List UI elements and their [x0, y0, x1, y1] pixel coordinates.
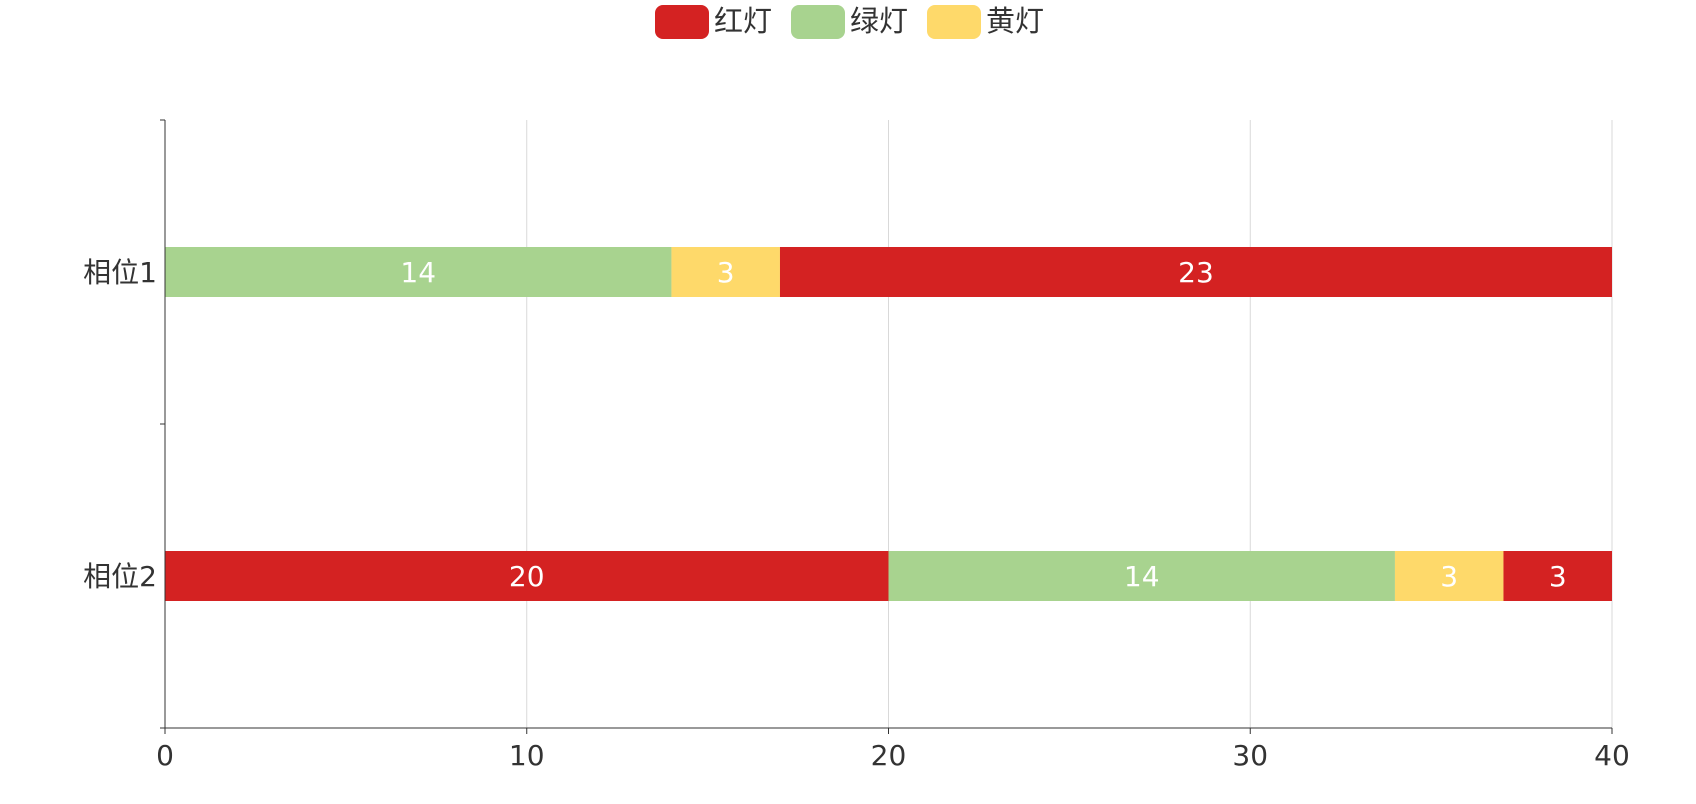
x-tick-label-0: 0 [156, 739, 174, 772]
data-label-2-3: 3 [1440, 560, 1458, 593]
x-tick-label-20: 20 [871, 739, 907, 772]
bar-segment-2-1[interactable] [165, 551, 889, 601]
bars: 14 3 23 20 14 3 3 [165, 247, 1612, 601]
legend-label-3[interactable]: 黄灯 [986, 4, 1044, 38]
bar-segment-1-2[interactable] [671, 247, 780, 297]
legend-label-1[interactable]: 红灯 [714, 4, 772, 38]
x-tick-label-40: 40 [1594, 739, 1630, 772]
bar-segment-2-4[interactable] [1503, 551, 1612, 601]
bar-segment-2-3[interactable] [1394, 551, 1504, 601]
x-tick-label-10: 10 [509, 739, 545, 772]
axes: 相位1 相位2 0 10 20 30 40 [83, 119, 1630, 772]
data-label-2-2: 14 [1124, 560, 1160, 593]
data-label-1-1: 14 [400, 256, 436, 289]
category-label-1: 相位1 [83, 256, 157, 289]
bar-segment-2-2[interactable] [888, 551, 1395, 601]
x-tick-label-30: 30 [1232, 739, 1268, 772]
data-label-2-4: 3 [1549, 560, 1567, 593]
data-label-2-1: 20 [509, 560, 545, 593]
legend-swatch-3[interactable] [927, 5, 981, 39]
data-label-1-2: 3 [717, 256, 735, 289]
legend: 红灯 绿灯 黄灯 [655, 4, 1044, 39]
legend-swatch-1[interactable] [655, 5, 709, 39]
grid-lines [526, 120, 1613, 728]
legend-label-2[interactable]: 绿灯 [850, 4, 908, 38]
bar-segment-1-3[interactable] [779, 247, 1612, 297]
legend-swatch-2[interactable] [791, 5, 845, 39]
category-label-2: 相位2 [83, 560, 157, 593]
data-label-1-3: 23 [1178, 256, 1214, 289]
bar-segment-1-1[interactable] [165, 247, 672, 297]
